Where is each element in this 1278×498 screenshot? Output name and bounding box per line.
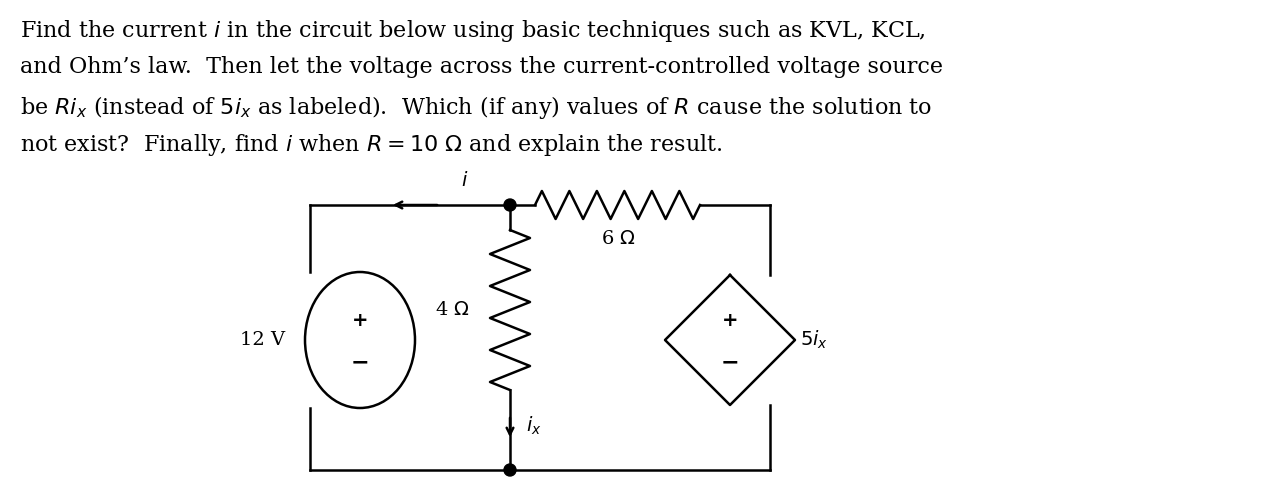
Text: −: − [350,352,369,372]
Text: not exist?  Finally, find $i$ when $R = 10\ \Omega$ and explain the result.: not exist? Finally, find $i$ when $R = 1… [20,132,722,158]
Text: −: − [721,352,739,372]
Text: 12 V: 12 V [240,331,285,349]
Text: $5i_x$: $5i_x$ [800,329,828,351]
Text: 4 $\Omega$: 4 $\Omega$ [436,301,470,319]
Text: Find the current $i$ in the circuit below using basic techniques such as KVL, KC: Find the current $i$ in the circuit belo… [20,18,925,44]
Circle shape [504,464,516,476]
Circle shape [504,199,516,211]
Text: 6 $\Omega$: 6 $\Omega$ [601,230,635,248]
Text: and Ohm’s law.  Then let the voltage across the current-controlled voltage sourc: and Ohm’s law. Then let the voltage acro… [20,56,943,78]
Text: $i$: $i$ [461,171,469,190]
Text: +: + [722,310,739,330]
Text: be $Ri_x$ (instead of $5i_x$ as labeled).  Which (if any) values of $R$ cause th: be $Ri_x$ (instead of $5i_x$ as labeled)… [20,94,932,121]
Text: $i_x$: $i_x$ [527,415,542,437]
Text: +: + [351,310,368,330]
